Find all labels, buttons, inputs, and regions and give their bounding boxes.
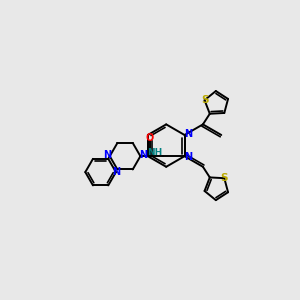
Text: S: S (220, 173, 228, 183)
Text: N: N (184, 152, 192, 162)
Text: N: N (103, 150, 111, 160)
Text: N: N (112, 167, 120, 177)
Text: N: N (184, 129, 192, 139)
Text: O: O (146, 133, 154, 142)
Text: S: S (201, 95, 208, 105)
Text: NH: NH (147, 148, 162, 157)
Text: N: N (139, 150, 147, 160)
